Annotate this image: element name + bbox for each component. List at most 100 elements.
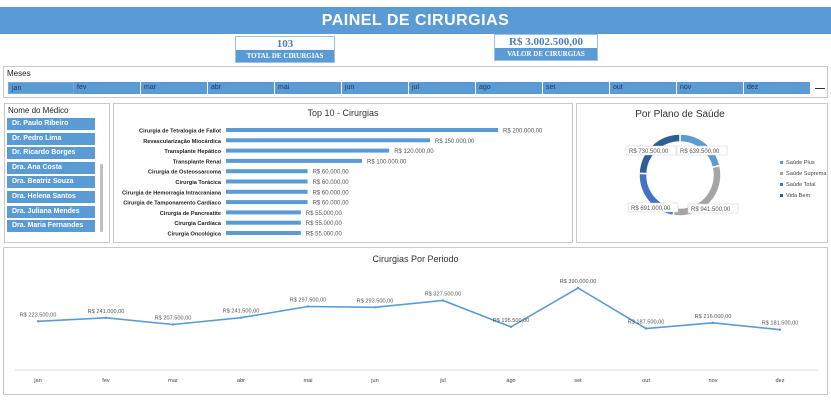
period-series-line[interactable]	[37, 287, 781, 331]
month-button-set[interactable]: set	[543, 82, 610, 94]
legend-entry: Saúde Suprema	[786, 171, 827, 177]
doctor-button-ana-costa[interactable]: Dra. Ana Costa	[7, 161, 95, 174]
total-surgeries-card: 103 TOTAL DE CIRURGIAS	[235, 36, 335, 63]
line-x-tick-label: mai	[303, 378, 312, 384]
bar[interactable]	[226, 128, 498, 132]
line-point[interactable]	[373, 306, 377, 309]
line-value-label: R$ 327.500,00	[425, 292, 462, 298]
bar-category-label: Transplante Hepático	[164, 149, 221, 155]
top10-chart-title: Top 10 - Cirurgias	[307, 108, 379, 118]
dashboard-title: PAINEL DE CIRURGIAS	[0, 7, 831, 34]
legend-swatch	[780, 183, 783, 186]
bar[interactable]	[226, 138, 430, 143]
doctor-button-ricardo-borges[interactable]: Dr. Ricardo Borges	[7, 147, 95, 160]
bar-category-label: Cirurgia de Osteossarcoma	[148, 170, 222, 176]
month-button-dez[interactable]: dez	[744, 82, 811, 94]
line-value-label: R$ 207.500,00	[155, 316, 192, 322]
bar-value-label: R$ 60.000,00	[313, 201, 350, 207]
month-button-out[interactable]: out	[610, 82, 677, 94]
donut-label-box	[687, 203, 739, 214]
donut-value-label: R$ 691.000,00	[631, 206, 671, 212]
line-value-label: R$ 181.500,00	[762, 321, 799, 327]
line-point[interactable]	[306, 305, 310, 308]
bar-category-label: Cirurgia de Tamponamento Cardíaco	[123, 201, 221, 207]
bar[interactable]	[226, 169, 308, 174]
donut-label-box	[625, 145, 677, 156]
line-x-tick-label: abr	[237, 378, 245, 384]
donut-label-box	[676, 145, 728, 156]
doctor-slicer-title: Nome do Médico	[8, 106, 69, 115]
bar-value-label: R$ 60.000,00	[313, 190, 350, 196]
month-button-fev[interactable]: fev	[74, 82, 141, 94]
legend-entry: Saúde Plus	[786, 160, 815, 166]
month-button-abr[interactable]: abr	[208, 82, 275, 94]
bar-value-label: R$ 60.000,00	[313, 170, 350, 176]
line-point[interactable]	[576, 286, 580, 290]
line-value-label: R$ 195.500,00	[493, 318, 530, 324]
doctor-button-juliana-mendes[interactable]: Dra. Juliana Mendes	[7, 205, 95, 218]
bar[interactable]	[226, 200, 308, 205]
months-slicer-title: Meses	[7, 69, 31, 78]
legend-entry: Vida Bem	[786, 193, 810, 199]
donut-value-label: R$ 639.500,00	[680, 149, 720, 155]
line-x-tick-label: jul	[439, 378, 446, 384]
bar-category-label: Transplante Renal	[173, 159, 222, 165]
bar-value-label: R$ 200.000,00	[503, 129, 543, 135]
line-point[interactable]	[441, 299, 445, 302]
months-slicer-scroll-handle[interactable]	[815, 88, 825, 89]
bar-category-label: Cirurgia Torácica	[175, 180, 221, 186]
doctor-button-beatriz-souza[interactable]: Dra. Beatriz Souza	[7, 176, 95, 189]
month-button-ago[interactable]: ago	[476, 82, 543, 94]
surgery-value-label: VALOR DE CIRURGIAS	[495, 48, 597, 60]
period-line-chart: R$ 223.500,00 jan R$ 241.000,00 fev R$ 207.5…	[15, 279, 818, 384]
bar-value-label: R$ 150.000,00	[435, 139, 475, 145]
doctor-button-pedro-lima[interactable]: Dr. Pedro Lima	[7, 132, 95, 145]
bar-value-label: R$ 60.000,00	[313, 180, 350, 186]
total-surgeries-value: 103	[276, 38, 294, 50]
bar-category-label: Cirurgia de Tetralogia de Fallot	[139, 129, 221, 135]
months-button-row: jan fev mar abr mai jun jul ago set out …	[8, 82, 811, 94]
line-point[interactable]	[104, 316, 108, 319]
line-value-label: R$ 187.500,00	[628, 320, 665, 326]
doctor-button-paulo-ribeiro[interactable]: Dr. Paulo Ribeiro	[7, 118, 95, 130]
bar[interactable]	[226, 210, 301, 215]
plan-chart-title: Por Plano de Saúde	[635, 109, 725, 120]
month-button-jul[interactable]: jul	[409, 82, 476, 94]
line-x-tick-label: out	[642, 378, 650, 384]
line-value-label: R$ 216.000,00	[695, 314, 732, 320]
doctor-button-helena-santos[interactable]: Dra. Helena Santos	[7, 190, 95, 203]
plan-chart-panel	[576, 103, 828, 243]
line-point[interactable]	[711, 321, 715, 324]
period-chart-title: Cirurgias Por Periodo	[372, 254, 459, 264]
line-x-tick-label: ago	[506, 378, 515, 384]
bar-category-label: Cirurgia Oncológica	[168, 232, 222, 238]
bar[interactable]	[226, 231, 301, 235]
bar[interactable]	[226, 158, 362, 163]
line-point[interactable]	[509, 325, 513, 329]
month-button-mar[interactable]: mar	[141, 82, 208, 94]
top10-chart-panel	[113, 103, 573, 243]
bar[interactable]	[226, 220, 301, 225]
bar[interactable]	[226, 189, 308, 194]
line-point[interactable]	[171, 323, 175, 326]
line-point[interactable]	[778, 328, 782, 331]
month-button-jan[interactable]: jan	[8, 82, 74, 94]
line-point[interactable]	[644, 327, 648, 330]
doctor-button-maria-fernandes[interactable]: Dra. Maria Fernandes	[7, 220, 95, 233]
line-point[interactable]	[239, 316, 243, 319]
bar[interactable]	[226, 148, 390, 153]
bar-value-label: R$ 55.000,00	[306, 221, 343, 227]
line-point[interactable]	[36, 320, 40, 323]
month-button-mai[interactable]: mai	[275, 82, 342, 94]
line-value-label: R$ 293.500,00	[357, 298, 394, 304]
bar-category-label: Cirurgia Cardíaca	[174, 221, 222, 227]
legend-swatch	[780, 194, 783, 197]
legend-swatch	[780, 161, 783, 164]
month-button-jun[interactable]: jun	[342, 82, 409, 94]
doctor-slicer-scrollbar[interactable]	[100, 164, 103, 232]
bar[interactable]	[226, 179, 308, 184]
doctor-list: Dr. Paulo Ribeiro Dr. Pedro Lima Dr. Ric…	[7, 118, 95, 235]
bar-category-label: Cirurgia de Pancreatite	[160, 211, 221, 217]
month-button-nov[interactable]: nov	[677, 82, 744, 94]
bar-value-label: R$ 100.000,00	[367, 159, 407, 165]
